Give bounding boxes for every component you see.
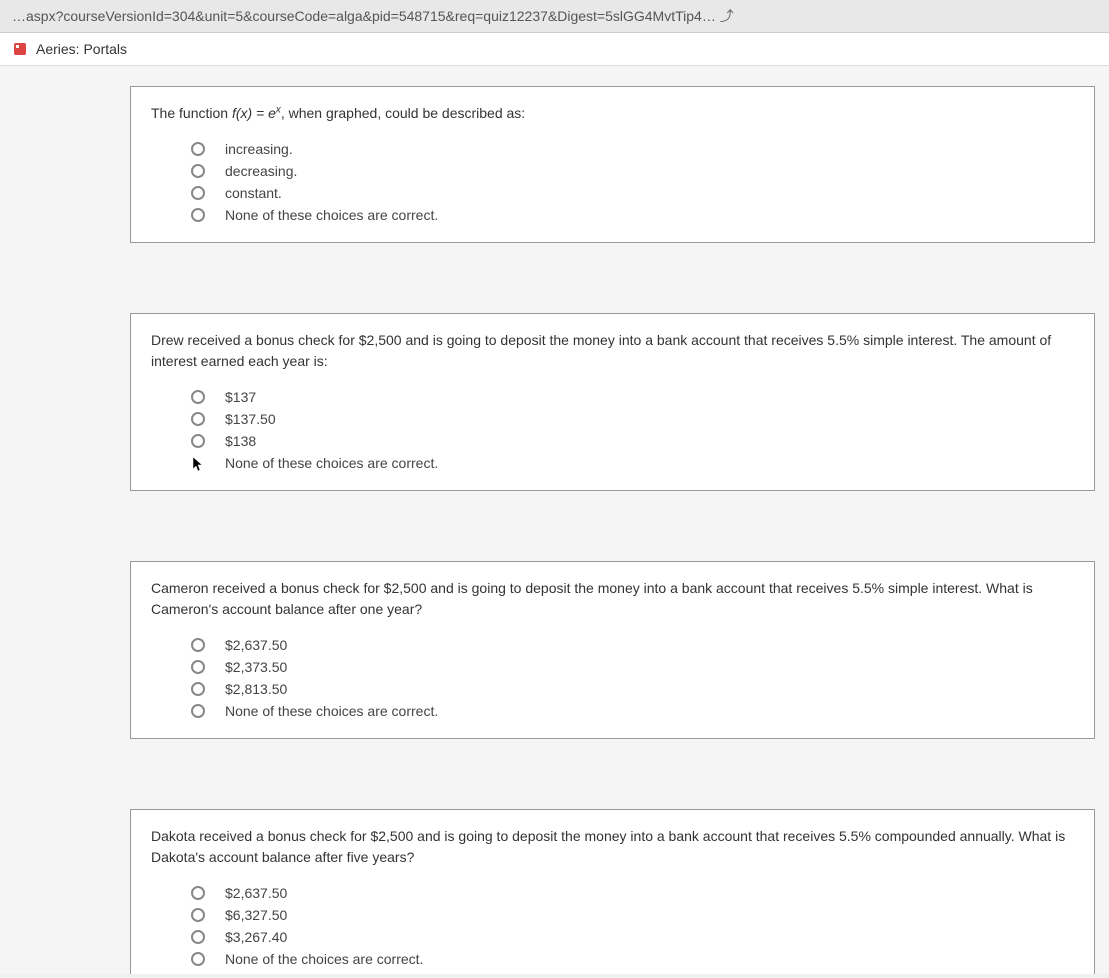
option-row: $138 [191, 430, 1074, 452]
cursor-icon [191, 456, 205, 470]
radio-button[interactable] [191, 164, 205, 178]
radio-button[interactable] [191, 412, 205, 426]
option-row: $2,637.50 [191, 634, 1074, 656]
option-label: $137.50 [225, 411, 276, 427]
option-label: $2,637.50 [225, 885, 287, 901]
radio-button[interactable] [191, 390, 205, 404]
option-row: $137.50 [191, 408, 1074, 430]
url-text: …aspx?courseVersionId=304&unit=5&courseC… [12, 8, 716, 24]
prompt-text: The function [151, 105, 232, 121]
question-box: The function f(x) = ex, when graphed, co… [130, 86, 1095, 243]
option-label: None of the choices are correct. [225, 951, 423, 967]
option-row: $2,637.50 [191, 882, 1074, 904]
option-row: None of these choices are correct. [191, 204, 1074, 226]
option-label: $138 [225, 433, 256, 449]
radio-button[interactable] [191, 930, 205, 944]
option-row: constant. [191, 182, 1074, 204]
option-label: decreasing. [225, 163, 297, 179]
options-list: $2,637.50 $6,327.50 $3,267.40 None of th… [151, 882, 1074, 970]
option-label: $2,637.50 [225, 637, 287, 653]
option-row: $2,373.50 [191, 656, 1074, 678]
option-label: $3,267.40 [225, 929, 287, 945]
option-row: None of these choices are correct. [191, 452, 1074, 474]
option-label: $2,813.50 [225, 681, 287, 697]
option-label: $2,373.50 [225, 659, 287, 675]
option-row: None of the choices are correct. [191, 948, 1074, 970]
radio-button[interactable] [191, 186, 205, 200]
option-row: decreasing. [191, 160, 1074, 182]
prompt-text: , when graphed, could be described as: [281, 105, 525, 121]
radio-button[interactable] [191, 142, 205, 156]
question-box: Drew received a bonus check for $2,500 a… [130, 313, 1095, 491]
tab-favicon [12, 41, 28, 57]
question-box: Cameron received a bonus check for $2,50… [130, 561, 1095, 739]
quiz-content: The function f(x) = ex, when graphed, co… [0, 66, 1109, 974]
radio-button[interactable] [191, 886, 205, 900]
options-list: $2,637.50 $2,373.50 $2,813.50 None of th… [151, 634, 1074, 722]
tab-title: Aeries: Portals [36, 41, 127, 57]
radio-button[interactable] [191, 908, 205, 922]
option-label: increasing. [225, 141, 293, 157]
option-label: $137 [225, 389, 256, 405]
radio-button[interactable] [191, 704, 205, 718]
radio-button[interactable] [191, 208, 205, 222]
options-list: $137 $137.50 $138 None of these choices … [151, 386, 1074, 474]
option-row: increasing. [191, 138, 1074, 160]
options-list: increasing. decreasing. constant. None o… [151, 138, 1074, 226]
radio-button[interactable] [191, 434, 205, 448]
option-row: $137 [191, 386, 1074, 408]
question-prompt: The function f(x) = ex, when graphed, co… [151, 103, 1074, 124]
option-label: None of these choices are correct. [225, 455, 438, 471]
option-row: $2,813.50 [191, 678, 1074, 700]
option-label: constant. [225, 185, 282, 201]
option-label: None of these choices are correct. [225, 207, 438, 223]
share-icon[interactable]: ⤴ [720, 8, 734, 24]
question-prompt: Drew received a bonus check for $2,500 a… [151, 330, 1074, 372]
radio-button[interactable] [191, 682, 205, 696]
radio-button[interactable] [191, 952, 205, 966]
question-prompt: Dakota received a bonus check for $2,500… [151, 826, 1074, 868]
url-bar[interactable]: …aspx?courseVersionId=304&unit=5&courseC… [0, 0, 1109, 33]
question-box: Dakota received a bonus check for $2,500… [130, 809, 1095, 974]
option-row: $3,267.40 [191, 926, 1074, 948]
question-prompt: Cameron received a bonus check for $2,50… [151, 578, 1074, 620]
option-row: $6,327.50 [191, 904, 1074, 926]
radio-button[interactable] [191, 660, 205, 674]
option-row: None of these choices are correct. [191, 700, 1074, 722]
option-label: None of these choices are correct. [225, 703, 438, 719]
tab-bar: Aeries: Portals [0, 33, 1109, 66]
formula-base: f(x) = e [232, 105, 276, 121]
radio-button[interactable] [191, 638, 205, 652]
option-label: $6,327.50 [225, 907, 287, 923]
